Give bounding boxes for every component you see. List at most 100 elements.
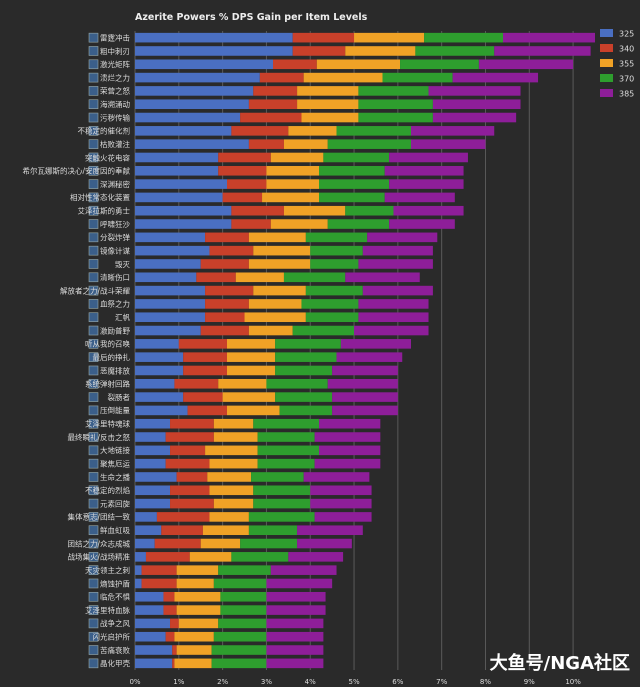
bar-segment (135, 418, 171, 429)
bar-segment (327, 139, 411, 149)
bar-segment (354, 325, 429, 336)
bar-segment (323, 152, 390, 163)
power-icon (88, 378, 99, 389)
x-tick-label: 8% (480, 678, 491, 686)
bar-segment (354, 32, 425, 43)
bar-segment (135, 219, 232, 229)
bar-segment (145, 552, 190, 562)
bar-segment (478, 59, 574, 70)
category-label: 血祭之力 (100, 299, 130, 309)
bar-segment (135, 59, 273, 70)
bar-segment (165, 432, 214, 442)
bar-segment (314, 432, 381, 442)
category-label: 突触火花电容 (85, 152, 130, 162)
bar-segment (257, 445, 319, 456)
bar-segment (332, 365, 398, 376)
bar-segment (297, 525, 363, 536)
legend-swatch (600, 29, 613, 37)
bar-segment (211, 645, 267, 655)
category-label: 粗中刺刃 (100, 46, 130, 56)
bar-segment (301, 299, 359, 309)
bar-segment (135, 472, 177, 482)
power-icon (88, 605, 99, 615)
bar-segment (135, 179, 227, 189)
bar-segment (292, 32, 355, 43)
bar-segment (218, 618, 267, 629)
power-icon (88, 631, 99, 642)
x-tick-label: 4% (305, 678, 316, 686)
bar-segment (135, 152, 219, 163)
legend-swatch (600, 89, 613, 97)
x-tick-label: 2% (217, 678, 228, 686)
power-icon (88, 112, 99, 123)
power-icon (88, 312, 99, 323)
power-icon (88, 339, 99, 349)
category-label: 激励普野 (100, 325, 130, 335)
legend-swatch (600, 44, 613, 52)
bar-segment (218, 565, 271, 575)
bar-segment (393, 205, 464, 216)
bar-segment (452, 72, 539, 83)
bar-segment (207, 472, 252, 482)
bar-segment (248, 259, 311, 269)
bar-segment (135, 285, 206, 296)
bar-segment (135, 99, 249, 110)
bar-segment (248, 512, 315, 522)
chart-title: Azerite Powers % DPS Gain per Item Level… (135, 12, 368, 23)
bar-segment (358, 299, 429, 309)
bar-segment (248, 99, 298, 110)
bar-segment (358, 312, 429, 323)
bar-segment (382, 72, 453, 83)
bar-segment (292, 46, 346, 56)
category-label: 元素回旋 (100, 498, 130, 508)
category-label: 临危不惧 (100, 592, 130, 602)
bar-segment (301, 112, 359, 123)
bar-segment (205, 312, 245, 323)
power-icon (88, 352, 99, 362)
bar-segment (424, 32, 503, 43)
bar-segment (400, 59, 479, 70)
bar-segment (213, 631, 267, 642)
bar-segment (283, 139, 328, 149)
power-icon (88, 86, 99, 96)
bar-segment (156, 512, 210, 522)
bar-segment (340, 339, 411, 349)
bar-segment (253, 245, 311, 256)
bar-segment (345, 272, 420, 283)
power-icon (88, 512, 99, 522)
power-icon (88, 325, 99, 336)
bar-segment (253, 498, 311, 509)
category-label: 熵蚀护盾 (100, 578, 130, 588)
bar-segment (178, 618, 219, 629)
category-label: 闪光启护所 (93, 632, 131, 642)
bar-segment (345, 46, 416, 56)
category-label: 镜像计谋 (100, 245, 130, 255)
category-label: 系统弹射回路 (85, 379, 130, 389)
category-label: 解放者之力/战斗荣耀 (60, 285, 131, 295)
category-label: 污秽传输 (100, 112, 130, 122)
power-icon (88, 99, 99, 110)
bar-segment (266, 165, 319, 176)
bar-segment (310, 245, 363, 256)
bar-segment (240, 538, 298, 549)
bar-segment (227, 405, 280, 416)
legend-swatch (600, 59, 613, 67)
bar-segment (362, 245, 433, 256)
category-label: 清晰伤口 (100, 272, 130, 282)
power-icon (88, 59, 99, 70)
bar-segment (305, 285, 363, 296)
power-icon (88, 565, 99, 575)
power-icon (88, 472, 99, 482)
bar-segment (135, 658, 173, 669)
bar-segment (135, 591, 164, 602)
bar-segment (220, 591, 267, 602)
power-icon (88, 538, 99, 549)
bar-segment (297, 99, 359, 110)
bar-segment (305, 232, 368, 243)
bar-segment (135, 578, 142, 589)
category-label: 集体意志/团结一致 (67, 512, 130, 522)
bar-segment (135, 445, 171, 456)
bar-segment (135, 312, 206, 323)
bar-segment (176, 605, 221, 615)
bar-segment (163, 591, 175, 602)
